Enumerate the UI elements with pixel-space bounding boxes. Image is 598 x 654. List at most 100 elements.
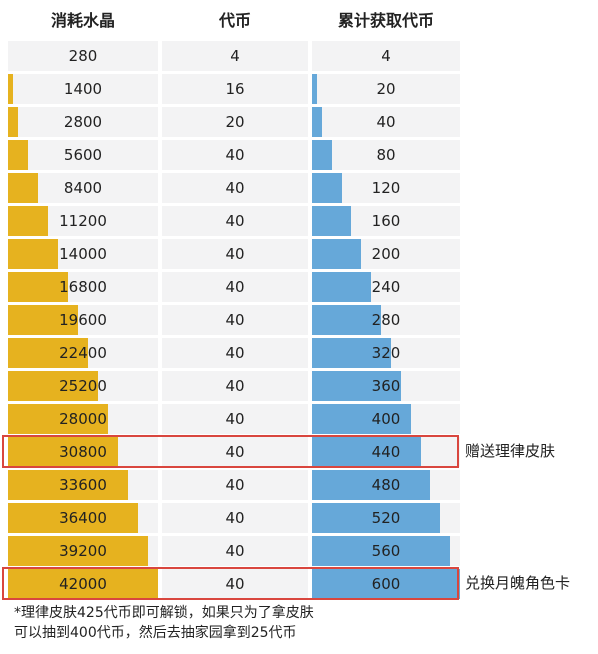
cumulative-cell: 4 bbox=[312, 41, 460, 71]
cumulative-value: 360 bbox=[371, 377, 401, 395]
tokens-value: 40 bbox=[225, 410, 245, 428]
cumulative-value: 320 bbox=[371, 344, 401, 362]
crystals-cell: 30800 bbox=[8, 437, 158, 467]
tokens-cell: 40 bbox=[162, 305, 308, 335]
cumulative-bar bbox=[312, 206, 351, 236]
table-row: 22400 40 320 bbox=[8, 338, 460, 371]
header-crystals: 消耗水晶 bbox=[50, 11, 115, 30]
crystals-cell: 42000 bbox=[8, 569, 158, 599]
cumulative-cell: 320 bbox=[312, 338, 460, 368]
tokens-cell: 40 bbox=[162, 140, 308, 170]
tokens-value: 40 bbox=[225, 212, 245, 230]
crystals-cell: 28000 bbox=[8, 404, 158, 434]
cumulative-value: 4 bbox=[381, 47, 391, 65]
crystals-bar bbox=[8, 107, 18, 137]
highlight-box bbox=[2, 435, 459, 468]
cumulative-value: 120 bbox=[371, 179, 401, 197]
crystals-bar bbox=[8, 74, 13, 104]
tokens-value: 40 bbox=[225, 443, 245, 461]
row-note: 赠送理律皮肤 bbox=[465, 442, 556, 460]
tokens-value: 40 bbox=[225, 278, 245, 296]
tokens-cell: 40 bbox=[162, 338, 308, 368]
crystals-bar bbox=[8, 470, 128, 500]
cumulative-value: 80 bbox=[376, 146, 396, 164]
cumulative-cell: 120 bbox=[312, 173, 460, 203]
crystals-value: 19600 bbox=[59, 311, 107, 329]
header-cumulative: 累计获取代币 bbox=[337, 11, 434, 30]
tokens-value: 4 bbox=[230, 47, 240, 65]
footnote-line-2: 可以抽到400代币，然后去抽家园拿到25代币 bbox=[14, 625, 297, 641]
cumulative-bar bbox=[312, 503, 440, 533]
crystals-cell: 19600 bbox=[8, 305, 158, 335]
highlight-box bbox=[2, 567, 459, 600]
tokens-value: 16 bbox=[225, 80, 245, 98]
cumulative-bar bbox=[312, 338, 391, 368]
crystals-bar bbox=[8, 206, 48, 236]
cumulative-cell: 280 bbox=[312, 305, 460, 335]
cumulative-bar bbox=[312, 272, 371, 302]
cumulative-value: 480 bbox=[371, 476, 401, 494]
cumulative-cell: 440 bbox=[312, 437, 460, 467]
tokens-value: 20 bbox=[225, 113, 245, 131]
cumulative-cell: 360 bbox=[312, 371, 460, 401]
crystals-cell: 5600 bbox=[8, 140, 158, 170]
cumulative-value: 440 bbox=[371, 443, 401, 461]
crystals-bar bbox=[8, 503, 138, 533]
crystals-value: 39200 bbox=[59, 542, 107, 560]
crystals-cell: 36400 bbox=[8, 503, 158, 533]
crystals-bar bbox=[8, 140, 28, 170]
tokens-value: 40 bbox=[225, 311, 245, 329]
tokens-value: 40 bbox=[225, 344, 245, 362]
crystals-bar bbox=[8, 305, 78, 335]
cumulative-bar bbox=[312, 173, 342, 203]
crystals-bar bbox=[8, 338, 88, 368]
crystals-value: 2800 bbox=[63, 113, 103, 131]
cumulative-cell: 80 bbox=[312, 140, 460, 170]
tokens-value: 40 bbox=[225, 542, 245, 560]
cumulative-value: 160 bbox=[371, 212, 401, 230]
crystals-cell: 33600 bbox=[8, 470, 158, 500]
crystals-bar bbox=[8, 404, 108, 434]
cumulative-value: 400 bbox=[371, 410, 401, 428]
crystals-value: 280 bbox=[68, 47, 98, 65]
table-row: 5600 40 80 bbox=[8, 140, 460, 173]
crystals-value: 30800 bbox=[59, 443, 107, 461]
tokens-cell: 40 bbox=[162, 536, 308, 566]
tokens-value: 40 bbox=[225, 146, 245, 164]
tokens-value: 40 bbox=[225, 245, 245, 263]
table-row: 19600 40 280 bbox=[8, 305, 460, 338]
table-row: 280 4 4 bbox=[8, 41, 460, 74]
crystals-cell: 8400 bbox=[8, 173, 158, 203]
cumulative-cell: 200 bbox=[312, 239, 460, 269]
tokens-value: 40 bbox=[225, 575, 245, 593]
cumulative-bar bbox=[312, 107, 322, 137]
tokens-cell: 16 bbox=[162, 74, 308, 104]
row-note: 兑换月魄角色卡 bbox=[465, 574, 571, 592]
crystals-value: 11200 bbox=[59, 212, 107, 230]
tokens-cell: 40 bbox=[162, 206, 308, 236]
tokens-value: 40 bbox=[225, 377, 245, 395]
crystals-cell: 280 bbox=[8, 41, 158, 71]
table-row: 8400 40 120 bbox=[8, 173, 460, 206]
tokens-cell: 4 bbox=[162, 41, 308, 71]
crystals-cell: 25200 bbox=[8, 371, 158, 401]
crystals-bar bbox=[8, 371, 98, 401]
crystals-value: 28000 bbox=[59, 410, 107, 428]
tokens-cell: 40 bbox=[162, 569, 308, 599]
crystals-value: 22400 bbox=[59, 344, 107, 362]
cumulative-bar bbox=[312, 371, 401, 401]
crystals-value: 5600 bbox=[63, 146, 103, 164]
cumulative-value: 520 bbox=[371, 509, 401, 527]
tokens-cell: 20 bbox=[162, 107, 308, 137]
tokens-cell: 40 bbox=[162, 404, 308, 434]
tokens-cell: 40 bbox=[162, 239, 308, 269]
table-row: 2800 20 40 bbox=[8, 107, 460, 140]
crystals-cell: 2800 bbox=[8, 107, 158, 137]
tokens-value: 40 bbox=[225, 509, 245, 527]
cumulative-value: 200 bbox=[371, 245, 401, 263]
crystals-cell: 14000 bbox=[8, 239, 158, 269]
footnote-line-1: *理律皮肤425代币即可解锁，如果只为了拿皮肤 bbox=[14, 605, 314, 621]
crystals-cell: 16800 bbox=[8, 272, 158, 302]
table-row: 36400 40 520 bbox=[8, 503, 460, 536]
crystals-value: 1400 bbox=[63, 80, 103, 98]
